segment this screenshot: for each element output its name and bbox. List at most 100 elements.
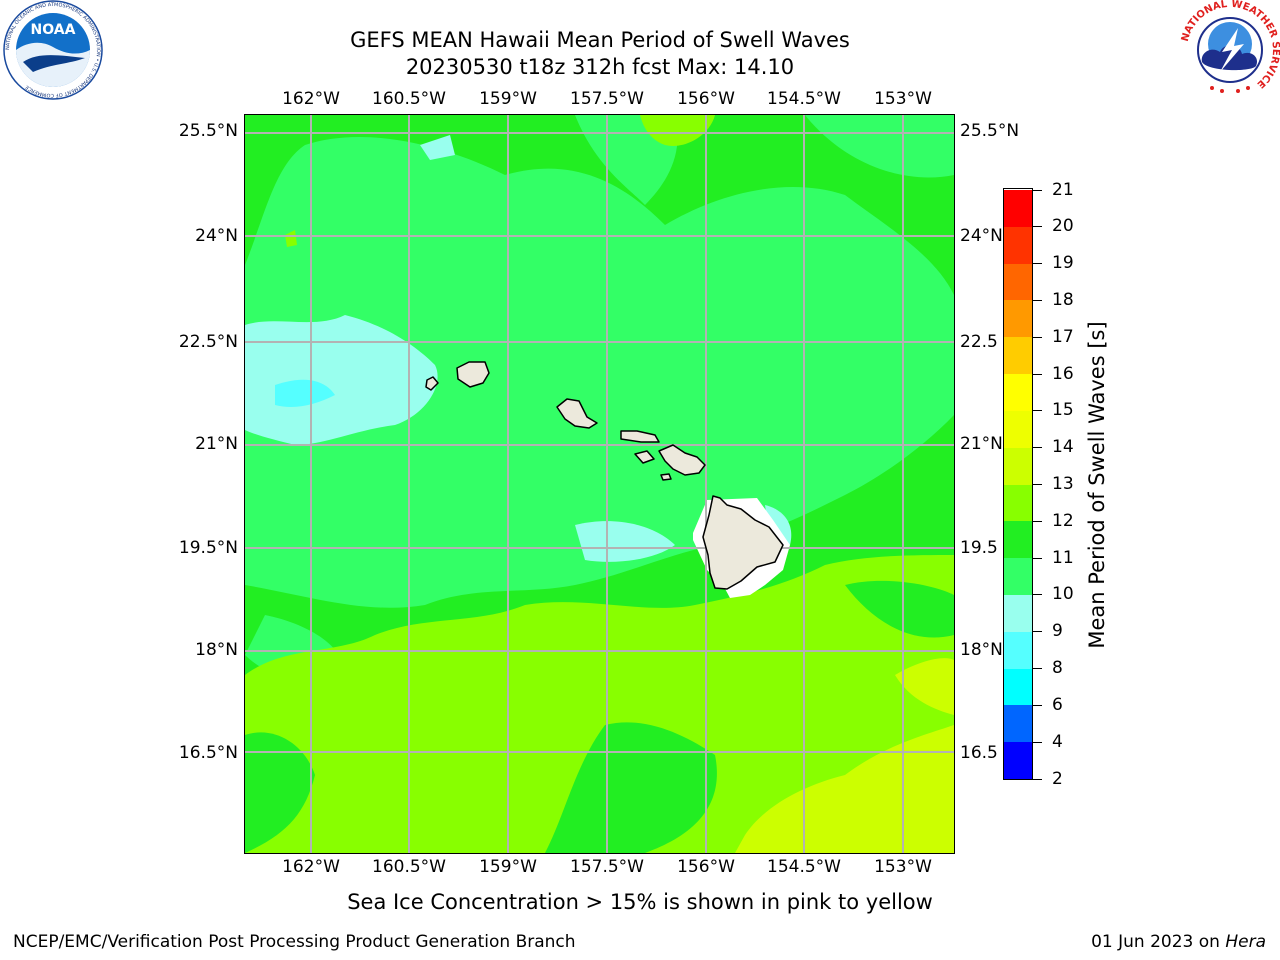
kahoolawe-island [660, 473, 672, 481]
period-band-8-9 [275, 379, 335, 407]
sea-ice-note: Sea Ice Concentration > 15% is shown in … [347, 890, 933, 914]
period-band-11-12-pocket-sw [245, 732, 315, 853]
svg-text:NOAA: NOAA [31, 22, 76, 38]
colorbar-segment [1004, 668, 1032, 706]
colorbar-tick-mark [1033, 704, 1042, 706]
chart-title: GEFS MEAN Hawaii Mean Period of Swell Wa… [350, 28, 850, 52]
colorbar-tick-label: 19 [1052, 253, 1074, 274]
colorbar-tick-mark [1033, 668, 1042, 670]
colorbar-tick-mark [1033, 557, 1042, 559]
bottom-lon-label: 162°W [282, 857, 340, 877]
colorbar-tick-label: 20 [1052, 216, 1074, 237]
colorbar-tick-mark [1033, 410, 1042, 412]
colorbar-tick-mark [1033, 778, 1042, 780]
colorbar-tick-label: 21 [1052, 179, 1074, 200]
top-lon-label: 156°W [677, 89, 735, 109]
colorbar-segment [1004, 594, 1032, 632]
bottom-lon-label: 157.5°W [570, 857, 644, 877]
left-lat-label: 16.5°N [178, 743, 238, 763]
colorbar-tick-label: 12 [1052, 510, 1074, 531]
colorbar-segment [1004, 557, 1032, 595]
left-lat-label: 22.5°N [178, 332, 238, 352]
date-text: 01 Jun 2023 on [1091, 932, 1226, 952]
period-band-12-13-north [640, 115, 715, 146]
period-band-13-14 [735, 725, 954, 853]
colorbar-tick-label: 17 [1052, 326, 1074, 347]
colorbar-tick-label: 4 [1052, 731, 1063, 752]
bottom-lon-label: 159°W [479, 857, 537, 877]
period-band-10-11-north [575, 115, 678, 205]
top-lon-label: 162°W [282, 89, 340, 109]
contour-field [245, 115, 954, 853]
colorbar-segment [1004, 704, 1032, 743]
top-lon-label: 160.5°W [372, 89, 446, 109]
colorbar-tick-mark [1033, 373, 1042, 375]
period-band-11-12-pocket-e [845, 580, 954, 638]
colorbar-tick-label: 11 [1052, 547, 1074, 568]
oahu-island [556, 398, 598, 429]
colorbar-tick-label: 16 [1052, 363, 1074, 384]
right-lat-label: 16.5 [960, 743, 998, 763]
colorbar-segment [1004, 336, 1032, 375]
graticule [245, 115, 954, 853]
left-lat-label: 21°N [195, 434, 238, 454]
colorbar-tick-mark [1033, 336, 1042, 338]
colorbar-segment [1004, 410, 1032, 448]
colorbar-tick-mark [1033, 263, 1042, 265]
right-lat-label: 18°N [960, 640, 1003, 660]
big-island [702, 495, 784, 590]
colorbar-segment [1004, 373, 1032, 411]
colorbar-tick-label: 10 [1052, 584, 1074, 605]
period-band-11-12-pocket-s [545, 722, 717, 853]
colorbar-segment [1004, 631, 1032, 669]
colorbar-tick-mark [1033, 484, 1042, 485]
right-lat-label: 25.5°N [960, 121, 1020, 141]
colorbar-tick-label: 14 [1052, 437, 1074, 458]
colorbar-segment [1004, 484, 1032, 522]
bottom-lon-label: 156°W [677, 857, 735, 877]
top-lon-label: 157.5°W [570, 89, 644, 109]
colorbar-segment [1004, 226, 1032, 264]
top-lon-label: 154.5°W [767, 89, 841, 109]
colorbar-segment [1004, 741, 1032, 779]
nws-logo-icon: NATIONAL WEATHER SERVICE [1180, 0, 1280, 99]
period-band-9-10-north [420, 135, 455, 160]
right-lat-label: 19.5 [960, 538, 998, 558]
colorbar-segment [1004, 263, 1032, 301]
lanai-island [634, 450, 655, 464]
niihau-island [425, 376, 439, 391]
kauai-island [456, 361, 490, 388]
colorbar-tick-label: 6 [1052, 694, 1063, 715]
right-lat-label: 21°N [960, 434, 1003, 454]
period-band-9-10-south [575, 521, 675, 562]
left-lat-label: 18°N [195, 640, 238, 660]
period-band-13-14-east [895, 658, 954, 715]
colorbar-tick-label: 2 [1052, 768, 1063, 789]
generation-date: 01 Jun 2023 on Hera [1091, 932, 1266, 952]
colorbar-tick-mark [1033, 594, 1042, 596]
top-lon-label: 153°W [874, 89, 932, 109]
period-band-9-10 [245, 315, 438, 445]
bottom-lon-label: 160.5°W [372, 857, 446, 877]
maui-island [658, 444, 706, 476]
colorbar-tick-mark [1033, 741, 1042, 743]
colorbar-segment [1004, 447, 1032, 485]
colorbar-tick-label: 15 [1052, 400, 1074, 421]
chart-subtitle: 20230530 t18z 312h fcst Max: 14.10 [405, 55, 795, 79]
swell-period-map [244, 114, 955, 854]
left-lat-label: 19.5°N [178, 538, 238, 558]
left-lat-label: 24°N [195, 226, 238, 246]
period-band-10-11 [245, 136, 954, 608]
colorbar-tick-mark [1033, 299, 1042, 301]
colorbar-tick-label: 8 [1052, 658, 1063, 679]
colorbar-tick-mark [1033, 226, 1042, 228]
right-lat-label: 22.5 [960, 332, 998, 352]
islands [425, 361, 784, 590]
molokai-island [620, 430, 660, 443]
colorbar-tick-mark [1033, 189, 1042, 191]
colorbar-tick-label: 13 [1052, 474, 1074, 494]
period-band-12-13 [245, 555, 954, 853]
top-lon-label: 159°W [479, 89, 537, 109]
period-band-12-13-nw [285, 230, 297, 247]
credits: NCEP/EMC/Verification Post Processing Pr… [13, 932, 576, 952]
